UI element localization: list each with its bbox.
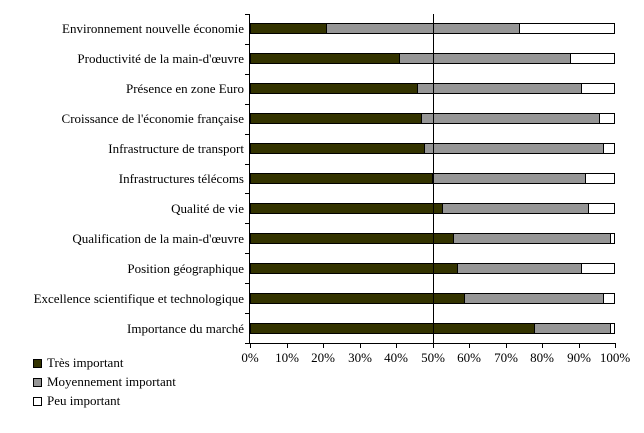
x-axis-tick xyxy=(506,343,507,348)
x-tick-label: 30% xyxy=(348,350,372,365)
bar-segment-tres-important xyxy=(250,173,433,184)
y-axis xyxy=(249,14,250,344)
legend-label-peu-important: Peu important xyxy=(47,393,121,408)
x-axis-tick xyxy=(250,343,251,348)
x-tick-label: 0% xyxy=(241,350,259,365)
y-axis-tick xyxy=(245,104,250,105)
x-tick-label: 20% xyxy=(311,350,335,365)
bar-segment-moyennement-important xyxy=(432,173,586,184)
x-axis-tick xyxy=(360,343,361,348)
y-axis-tick xyxy=(245,283,250,284)
bar-segment-moyennement-important xyxy=(424,143,604,154)
bar-segment-moyennement-important xyxy=(417,83,582,94)
y-axis-tick xyxy=(245,313,250,314)
x-axis-tick xyxy=(542,343,543,348)
y-axis-tick xyxy=(245,253,250,254)
bar-segment-peu-important xyxy=(581,83,615,94)
x-axis-tick xyxy=(469,343,470,348)
bar-segment-moyennement-important xyxy=(534,323,611,334)
y-axis-tick xyxy=(245,134,250,135)
bar-segment-peu-important xyxy=(519,23,615,34)
category-label-excellence-scientifique-et-technologique: Excellence scientifique et technologique xyxy=(33,291,244,306)
legend-swatch-peu-important xyxy=(33,397,42,406)
bar-segment-peu-important xyxy=(603,293,615,304)
category-label-qualite-de-vie: Qualité de vie xyxy=(171,201,244,216)
y-axis-tick xyxy=(245,164,250,165)
legend-label-moyennement-important: Moyennement important xyxy=(47,374,176,389)
category-label-productivite-de-la-main-d-uvre: Productivité de la main-d'œuvre xyxy=(77,51,244,66)
x-tick-label: 60% xyxy=(457,350,481,365)
x-tick-label: 10% xyxy=(275,350,299,365)
bar-segment-tres-important xyxy=(250,23,327,34)
legend-swatch-tres-important xyxy=(33,359,42,368)
category-label-infrastructure-de-transport: Infrastructure de transport xyxy=(108,141,244,156)
category-label-infrastructures-telecoms: Infrastructures télécoms xyxy=(118,171,244,186)
reference-line-50pct xyxy=(433,14,434,343)
bar-segment-moyennement-important xyxy=(464,293,604,304)
y-axis-tick xyxy=(245,14,250,15)
x-tick-label: 40% xyxy=(384,350,408,365)
bar-segment-peu-important xyxy=(588,203,615,214)
x-axis-tick xyxy=(287,343,288,348)
x-axis xyxy=(249,343,616,344)
bar-segment-peu-important xyxy=(603,143,615,154)
y-axis-tick xyxy=(245,44,250,45)
bar-segment-peu-important xyxy=(585,173,615,184)
bar-segment-moyennement-important xyxy=(457,263,582,274)
bar-segment-moyennement-important xyxy=(399,53,571,64)
legend-label-tres-important: Très important xyxy=(47,355,124,370)
bar-segment-peu-important xyxy=(610,233,615,244)
category-label-presence-en-zone-euro: Présence en zone Euro xyxy=(125,81,244,96)
bar-segment-peu-important xyxy=(610,323,615,334)
x-axis-tick xyxy=(433,343,434,348)
y-axis-tick xyxy=(245,193,250,194)
bar-segment-tres-important xyxy=(250,113,422,124)
x-axis-tick xyxy=(323,343,324,348)
category-label-qualification-de-la-main-d-uvre: Qualification de la main-d'œuvre xyxy=(72,231,244,246)
x-axis-tick xyxy=(615,343,616,348)
bar-segment-peu-important xyxy=(599,113,615,124)
bar-segment-tres-important xyxy=(250,203,443,214)
bar-segment-moyennement-important xyxy=(421,113,600,124)
y-axis-tick xyxy=(245,223,250,224)
category-label-croissance-de-l-economie-francaise: Croissance de l'économie française xyxy=(61,111,244,126)
bar-segment-peu-important xyxy=(581,263,615,274)
category-label-environnement-nouvelle-economie: Environnement nouvelle économie xyxy=(62,21,244,36)
x-tick-label: 80% xyxy=(530,350,554,365)
category-label-position-geographique: Position géographique xyxy=(127,261,244,276)
bar-segment-tres-important xyxy=(250,263,458,274)
category-label-importance-du-marche: Importance du marché xyxy=(127,321,244,336)
x-tick-label: 50% xyxy=(421,350,445,365)
x-tick-label: 100% xyxy=(599,350,631,365)
bar-segment-tres-important xyxy=(250,323,535,334)
bar-segment-tres-important xyxy=(250,143,425,154)
bar-segment-moyennement-important xyxy=(453,233,611,244)
bar-segment-tres-important xyxy=(250,233,454,244)
bar-segment-moyennement-important xyxy=(442,203,589,214)
x-axis-tick xyxy=(579,343,580,348)
bar-segment-tres-important xyxy=(250,83,418,94)
bar-segment-moyennement-important xyxy=(326,23,520,34)
x-axis-tick xyxy=(396,343,397,348)
y-axis-tick xyxy=(245,343,250,344)
legend-swatch-moyennement-important xyxy=(33,378,42,387)
bar-segment-peu-important xyxy=(570,53,615,64)
x-tick-label: 70% xyxy=(494,350,518,365)
bar-segment-tres-important xyxy=(250,53,400,64)
y-axis-tick xyxy=(245,74,250,75)
x-tick-label: 90% xyxy=(567,350,591,365)
